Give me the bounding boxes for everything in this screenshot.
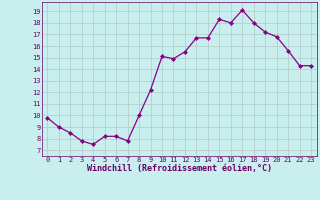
X-axis label: Windchill (Refroidissement éolien,°C): Windchill (Refroidissement éolien,°C): [87, 164, 272, 173]
